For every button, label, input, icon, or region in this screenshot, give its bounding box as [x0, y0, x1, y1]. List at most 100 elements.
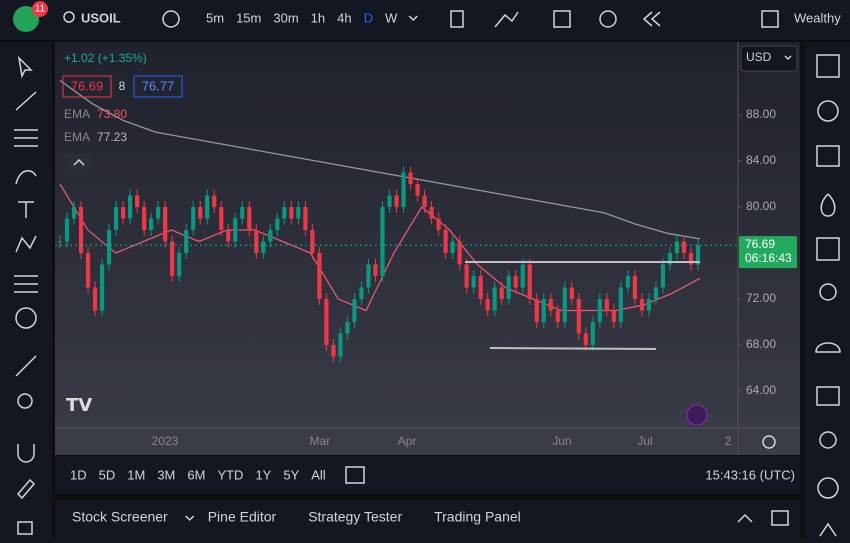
tab[interactable]: Stock Screener [72, 509, 168, 525]
interval[interactable]: D [364, 10, 373, 25]
candle [191, 207, 196, 231]
fib-tool[interactable] [14, 129, 38, 147]
range[interactable]: YTD [217, 467, 243, 482]
candle [597, 298, 602, 322]
interval[interactable]: 4h [337, 10, 351, 25]
range[interactable]: All [311, 467, 326, 482]
candle [387, 195, 392, 208]
magnet-tool[interactable] [17, 444, 35, 463]
chart-pane [55, 42, 800, 455]
forecast-tool[interactable] [14, 275, 38, 293]
settings-icon[interactable] [762, 435, 776, 449]
brush-tool[interactable] [15, 170, 37, 185]
candle [359, 287, 364, 299]
range[interactable]: 1Y [255, 467, 271, 482]
right-sidebar [805, 42, 850, 538]
candle [688, 252, 694, 265]
maximize-icon[interactable] [771, 510, 789, 526]
ruler-tool[interactable] [15, 355, 37, 377]
lock-tool[interactable] [17, 521, 33, 535]
zoom-tool[interactable] [17, 393, 33, 409]
more-icon[interactable] [819, 522, 837, 537]
time-label: 2023 [152, 434, 179, 448]
tab[interactable]: Strategy Tester [308, 509, 402, 525]
range[interactable]: 1D [70, 467, 87, 482]
top-toolbar [0, 0, 850, 40]
collapse-button[interactable] [66, 154, 92, 172]
interval[interactable]: 5m [206, 10, 224, 25]
candle [57, 241, 63, 243]
candle-type-icon[interactable] [450, 10, 464, 28]
candle [275, 218, 280, 231]
bid-box[interactable] [62, 75, 112, 98]
range[interactable]: 5Y [283, 467, 299, 482]
pattern-tool[interactable] [15, 235, 37, 253]
candle [135, 195, 140, 208]
layout-box[interactable] [761, 10, 779, 28]
price-tick: 80.00 [746, 199, 776, 213]
tab[interactable]: Pine Editor [208, 509, 277, 525]
range[interactable]: 5D [99, 467, 116, 482]
interval[interactable]: 1h [311, 10, 325, 25]
layout-icon[interactable] [553, 10, 571, 28]
lock-draw-tool[interactable] [16, 478, 36, 500]
candle [71, 207, 77, 219]
price-tick: 68.00 [746, 337, 776, 351]
range[interactable]: 6M [187, 467, 205, 482]
tab[interactable]: Trading Panel [434, 509, 521, 525]
candle [569, 287, 574, 299]
account[interactable]: Wealthy [794, 10, 841, 25]
text-tool[interactable] [18, 201, 34, 218]
tab-caret[interactable] [185, 515, 195, 522]
alert-icon[interactable] [599, 10, 617, 28]
currency-box[interactable] [740, 45, 798, 72]
expand-icon[interactable] [737, 513, 753, 523]
calendar-icon[interactable] [816, 237, 840, 261]
play-icon[interactable] [817, 477, 839, 499]
cursor-tool[interactable] [17, 55, 33, 79]
interval[interactable]: 30m [273, 10, 298, 25]
candle [478, 275, 483, 299]
candle [156, 207, 161, 219]
icons-tool[interactable] [15, 307, 37, 329]
badge [32, 1, 48, 17]
bottom-panel [55, 500, 800, 538]
ask[interactable]: 76.77 [142, 78, 175, 93]
interval[interactable]: 15m [236, 10, 261, 25]
candle [64, 218, 70, 242]
date-range-icon[interactable] [345, 466, 365, 484]
flash-icon[interactable] [686, 404, 708, 426]
candle [436, 218, 441, 231]
news-icon[interactable] [815, 342, 841, 353]
streams-icon[interactable] [819, 431, 837, 449]
interval-caret[interactable] [408, 15, 418, 22]
interval[interactable]: W [385, 10, 398, 25]
hotlist-icon[interactable] [820, 193, 836, 217]
line-tool[interactable] [15, 91, 37, 111]
candle [681, 241, 687, 253]
indicators-icon[interactable] [494, 11, 519, 28]
drawing-tools [14, 55, 38, 535]
add-icon[interactable] [162, 10, 180, 28]
symbol[interactable]: USOIL [81, 10, 121, 25]
candle [366, 264, 371, 288]
candle [317, 252, 322, 299]
currency[interactable]: USD [746, 50, 772, 64]
ask-box[interactable] [133, 75, 183, 98]
chat-icon[interactable] [816, 386, 840, 406]
range[interactable]: 1M [127, 467, 145, 482]
replay-icon[interactable] [642, 11, 661, 27]
data-window-icon[interactable] [816, 145, 840, 167]
ideas-icon[interactable] [819, 283, 837, 301]
candle [380, 207, 385, 276]
candle [352, 298, 357, 322]
watchlist-icon[interactable] [816, 54, 840, 78]
indicator-value: 77.23 [97, 130, 127, 144]
price-tick: 72.00 [746, 291, 776, 305]
range[interactable]: 3M [157, 467, 175, 482]
price-tick: 84.00 [746, 153, 776, 167]
bid[interactable]: 76.69 [71, 78, 104, 93]
candle [485, 298, 490, 311]
alerts-icon[interactable] [817, 100, 839, 122]
